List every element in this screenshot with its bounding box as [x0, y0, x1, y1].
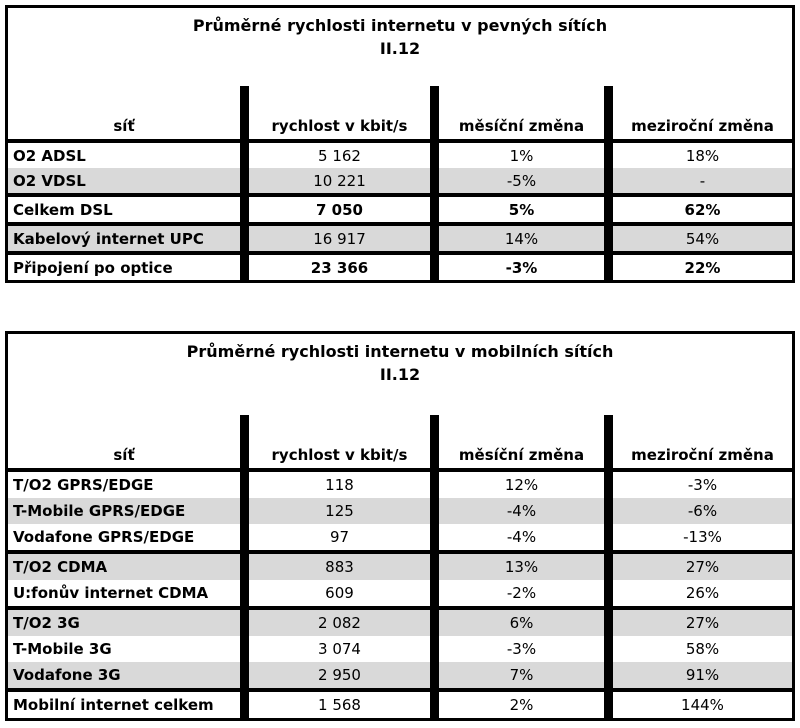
monthly-change-cell: -2%: [430, 580, 604, 606]
yearly-change-cell: 58%: [604, 636, 792, 662]
monthly-change-cell: -5%: [430, 168, 604, 193]
yearly-change-cell: 27%: [604, 554, 792, 580]
yearly-change-cell: -3%: [604, 472, 792, 498]
network-cell: U:fonův internet CDMA: [13, 584, 209, 602]
network-cell: O2 ADSL: [13, 146, 86, 165]
speed-cell: 3 074: [240, 636, 430, 662]
table-row: Celkem DSL 7 050 5% 62%: [8, 197, 792, 226]
speed-cell: 5 162: [240, 143, 430, 168]
column-header-network: síť: [113, 117, 135, 135]
speed-cell: 97: [240, 524, 430, 550]
table-title: Průměrné rychlosti internetu v pevných s…: [192, 16, 608, 35]
table-row: O2 ADSL 5 162 1% 18%: [8, 143, 792, 168]
table-body: T/O2 GPRS/EDGE 118 12% -3% T-Mobile GPRS/EDG…: [8, 472, 792, 718]
monthly-change-cell: 13%: [430, 554, 604, 580]
yearly-change-cell: 91%: [604, 662, 792, 688]
network-cell: T-Mobile GPRS/EDGE: [13, 502, 186, 520]
monthly-change-cell: -4%: [430, 498, 604, 524]
table-subtitle: II.12: [379, 39, 421, 58]
column-header-monthly-change: měsíční změna: [430, 415, 604, 468]
column-header-yearly-change: meziroční změna: [604, 86, 792, 139]
yearly-change-cell: 54%: [604, 226, 792, 251]
network-cell: O2 VDSL: [13, 171, 86, 190]
yearly-change-cell: -13%: [604, 524, 792, 550]
speed-cell: 10 221: [240, 168, 430, 193]
monthly-change-cell: 6%: [430, 610, 604, 636]
speed-cell: 2 950: [240, 662, 430, 688]
monthly-change-cell: 5%: [430, 197, 604, 222]
monthly-change-cell: 7%: [430, 662, 604, 688]
monthly-change-cell: 14%: [430, 226, 604, 251]
yearly-change-cell: 27%: [604, 610, 792, 636]
network-cell: Vodafone GPRS/EDGE: [13, 528, 195, 546]
column-header-yearly-change: meziroční změna: [604, 415, 792, 468]
speed-cell: 7 050: [240, 197, 430, 222]
monthly-change-cell: 12%: [430, 472, 604, 498]
table-header-row: síť rychlost v kbit/s měsíční změna mezi…: [8, 86, 792, 143]
fixed-networks-table: Průměrné rychlosti internetu v pevných s…: [5, 5, 795, 283]
network-cell: Mobilní internet celkem: [13, 696, 214, 714]
table-row: Mobilní internet celkem 1 568 2% 144%: [8, 692, 792, 718]
table-row: Kabelový internet UPC 16 917 14% 54%: [8, 226, 792, 255]
yearly-change-cell: 62%: [604, 197, 792, 222]
monthly-change-cell: 1%: [430, 143, 604, 168]
table-row: T-Mobile 3G 3 074 -3% 58%: [8, 636, 792, 662]
speed-cell: 118: [240, 472, 430, 498]
table-title-block: Průměrné rychlosti internetu v pevných s…: [8, 8, 792, 86]
table-row: Vodafone GPRS/EDGE 97 -4% -13%: [8, 524, 792, 554]
network-cell: Vodafone 3G: [13, 666, 121, 684]
speed-cell: 609: [240, 580, 430, 606]
table-row: U:fonův internet CDMA 609 -2% 26%: [8, 580, 792, 610]
yearly-change-cell: 26%: [604, 580, 792, 606]
speed-cell: 23 366: [240, 255, 430, 280]
network-cell: T/O2 3G: [13, 614, 80, 632]
yearly-change-cell: 18%: [604, 143, 792, 168]
table-title-block: Průměrné rychlosti internetu v mobilních…: [8, 334, 792, 415]
monthly-change-cell: -3%: [430, 636, 604, 662]
monthly-change-cell: -4%: [430, 524, 604, 550]
monthly-change-cell: 2%: [430, 692, 604, 718]
table-body: O2 ADSL 5 162 1% 18% O2 VDSL 10 221 -5% - Celkem…: [8, 143, 792, 280]
mobile-networks-table: Průměrné rychlosti internetu v mobilních…: [5, 331, 795, 721]
column-header-network: síť: [113, 446, 135, 464]
monthly-change-cell: -3%: [430, 255, 604, 280]
yearly-change-cell: -: [604, 168, 792, 193]
table-row: Připojení po optice 23 366 -3% 22%: [8, 255, 792, 280]
column-header-speed: rychlost v kbit/s: [240, 86, 430, 139]
column-header-speed: rychlost v kbit/s: [240, 415, 430, 468]
table-title: Průměrné rychlosti internetu v mobilních…: [186, 342, 614, 361]
column-header-monthly-change: měsíční změna: [430, 86, 604, 139]
yearly-change-cell: 144%: [604, 692, 792, 718]
yearly-change-cell: -6%: [604, 498, 792, 524]
network-cell: Připojení po optice: [13, 258, 173, 277]
table-subtitle: II.12: [379, 365, 421, 384]
table-header-row: síť rychlost v kbit/s měsíční změna mezi…: [8, 415, 792, 472]
table-row: T/O2 CDMA 883 13% 27%: [8, 554, 792, 580]
table-row: T/O2 GPRS/EDGE 118 12% -3%: [8, 472, 792, 498]
network-cell: T/O2 CDMA: [13, 558, 108, 576]
table-row: Vodafone 3G 2 950 7% 91%: [8, 662, 792, 692]
table-row: T-Mobile GPRS/EDGE 125 -4% -6%: [8, 498, 792, 524]
table-row: T/O2 3G 2 082 6% 27%: [8, 610, 792, 636]
network-cell: T-Mobile 3G: [13, 640, 112, 658]
network-cell: Celkem DSL: [13, 200, 113, 219]
speed-cell: 1 568: [240, 692, 430, 718]
table-row: O2 VDSL 10 221 -5% -: [8, 168, 792, 197]
network-cell: Kabelový internet UPC: [13, 229, 204, 248]
network-cell: T/O2 GPRS/EDGE: [13, 476, 154, 494]
yearly-change-cell: 22%: [604, 255, 792, 280]
speed-cell: 2 082: [240, 610, 430, 636]
speed-cell: 125: [240, 498, 430, 524]
speed-cell: 883: [240, 554, 430, 580]
speed-cell: 16 917: [240, 226, 430, 251]
